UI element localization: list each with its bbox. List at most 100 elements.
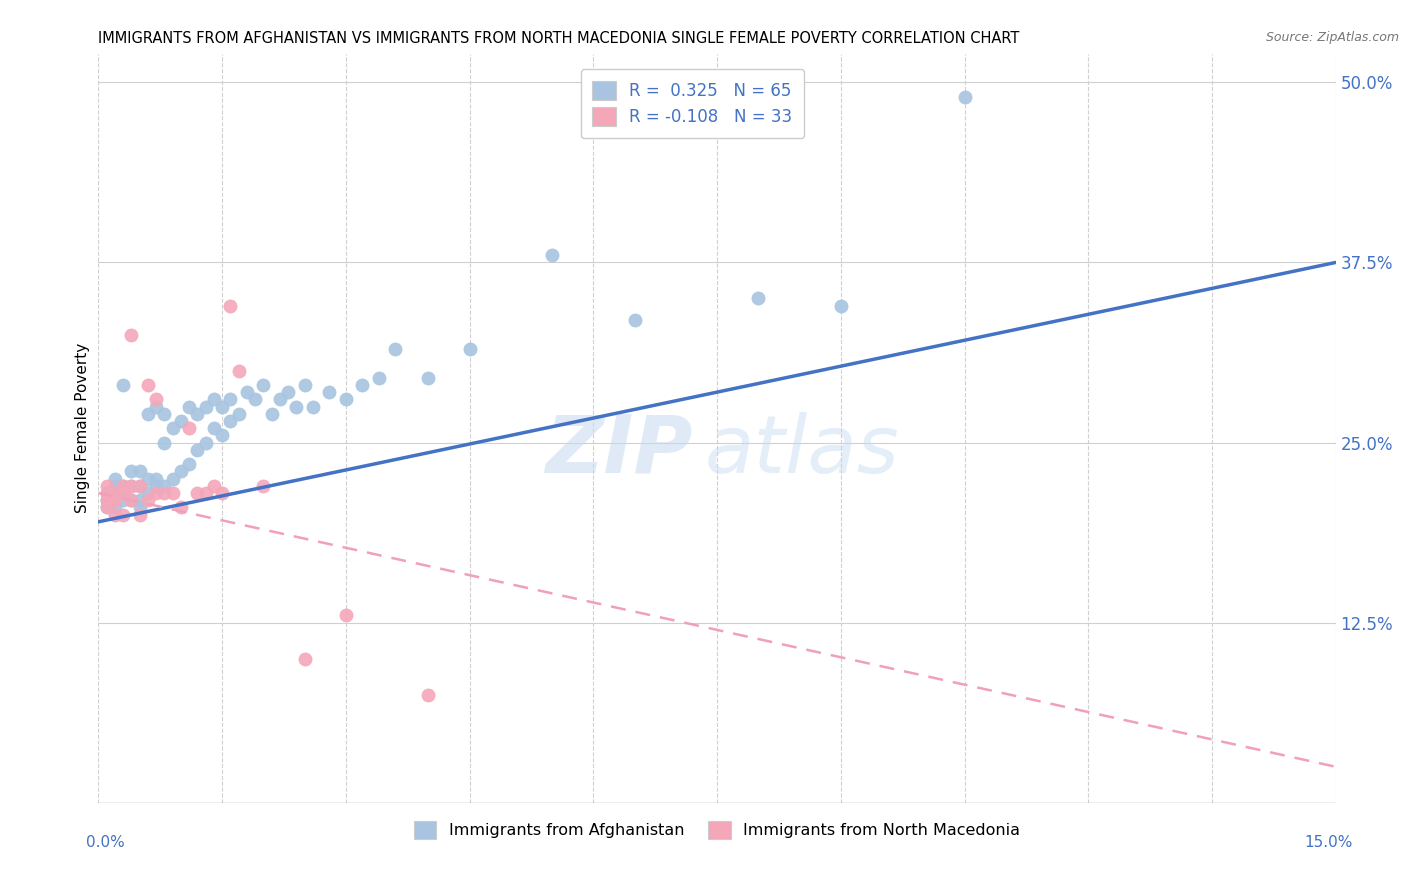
Point: [112, 479, 135, 493]
Point: [747, 292, 769, 306]
Point: [136, 486, 159, 500]
Point: [458, 342, 481, 356]
Point: [830, 299, 852, 313]
Point: [194, 486, 217, 500]
Point: [269, 392, 291, 407]
Point: [162, 486, 184, 500]
Point: [136, 378, 159, 392]
Point: [352, 378, 374, 392]
Point: [179, 421, 201, 435]
Point: [294, 651, 316, 665]
Point: [236, 385, 259, 400]
Point: [145, 392, 167, 407]
Point: [252, 479, 274, 493]
Point: [128, 493, 150, 508]
Point: [112, 486, 135, 500]
Point: [120, 479, 142, 493]
Point: [145, 400, 167, 414]
Point: [128, 479, 150, 493]
Point: [194, 435, 217, 450]
Point: [228, 407, 250, 421]
Point: [96, 486, 118, 500]
Point: [153, 486, 176, 500]
Point: [384, 342, 406, 356]
Point: [104, 500, 127, 515]
Point: [96, 479, 118, 493]
Point: [252, 378, 274, 392]
Text: 15.0%: 15.0%: [1305, 836, 1353, 850]
Text: atlas: atlas: [704, 411, 900, 490]
Y-axis label: Single Female Poverty: Single Female Poverty: [75, 343, 90, 513]
Point: [96, 486, 118, 500]
Point: [153, 479, 176, 493]
Point: [162, 472, 184, 486]
Text: ZIP: ZIP: [546, 411, 692, 490]
Point: [112, 493, 135, 508]
Point: [170, 500, 193, 515]
Point: [202, 421, 225, 435]
Point: [112, 479, 135, 493]
Legend: Immigrants from Afghanistan, Immigrants from North Macedonia: Immigrants from Afghanistan, Immigrants …: [406, 813, 1028, 847]
Point: [541, 248, 564, 262]
Point: [179, 400, 201, 414]
Point: [120, 464, 142, 478]
Point: [211, 486, 233, 500]
Text: IMMIGRANTS FROM AFGHANISTAN VS IMMIGRANTS FROM NORTH MACEDONIA SINGLE FEMALE POV: IMMIGRANTS FROM AFGHANISTAN VS IMMIGRANT…: [98, 31, 1019, 46]
Point: [120, 327, 142, 342]
Point: [96, 493, 118, 508]
Point: [170, 464, 193, 478]
Point: [120, 479, 142, 493]
Point: [318, 385, 340, 400]
Point: [243, 392, 266, 407]
Point: [202, 479, 225, 493]
Point: [136, 407, 159, 421]
Point: [418, 688, 440, 702]
Point: [219, 392, 242, 407]
Point: [96, 500, 118, 515]
Text: Source: ZipAtlas.com: Source: ZipAtlas.com: [1265, 31, 1399, 45]
Point: [260, 407, 283, 421]
Point: [145, 479, 167, 493]
Point: [211, 428, 233, 442]
Point: [128, 500, 150, 515]
Point: [96, 493, 118, 508]
Point: [104, 486, 127, 500]
Point: [219, 414, 242, 428]
Point: [120, 493, 142, 508]
Point: [112, 378, 135, 392]
Point: [367, 370, 389, 384]
Point: [285, 400, 308, 414]
Point: [194, 400, 217, 414]
Point: [104, 508, 127, 522]
Point: [104, 472, 127, 486]
Point: [202, 392, 225, 407]
Point: [145, 486, 167, 500]
Point: [228, 363, 250, 377]
Point: [219, 299, 242, 313]
Point: [335, 608, 357, 623]
Point: [153, 435, 176, 450]
Point: [104, 479, 127, 493]
Point: [179, 457, 201, 471]
Point: [128, 464, 150, 478]
Point: [335, 392, 357, 407]
Point: [294, 378, 316, 392]
Point: [302, 400, 325, 414]
Point: [186, 486, 208, 500]
Point: [162, 421, 184, 435]
Point: [112, 486, 135, 500]
Point: [953, 89, 976, 103]
Point: [112, 508, 135, 522]
Point: [104, 493, 127, 508]
Point: [153, 407, 176, 421]
Point: [136, 472, 159, 486]
Point: [128, 479, 150, 493]
Point: [136, 493, 159, 508]
Point: [277, 385, 299, 400]
Point: [418, 370, 440, 384]
Point: [145, 472, 167, 486]
Text: 0.0%: 0.0%: [86, 836, 125, 850]
Point: [211, 400, 233, 414]
Point: [623, 313, 645, 327]
Point: [96, 500, 118, 515]
